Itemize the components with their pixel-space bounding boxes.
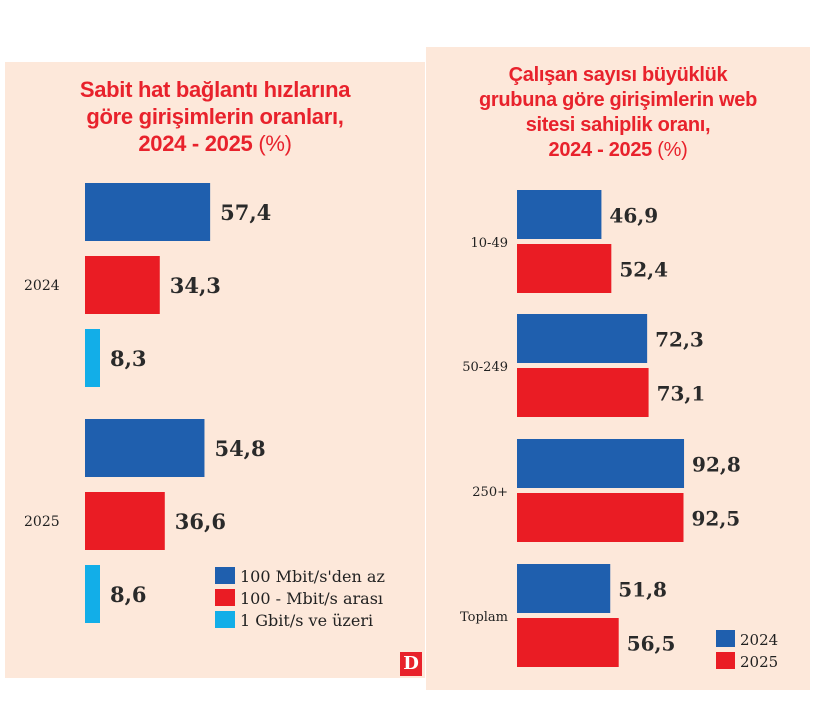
bar (85, 256, 160, 314)
legend-label: 2025 (740, 653, 778, 671)
bar (85, 492, 165, 550)
bar (85, 183, 211, 241)
data-label: 46,9 (609, 204, 658, 228)
data-label: 8,3 (110, 346, 147, 371)
legend-label: 2024 (740, 631, 778, 649)
data-label: 73,1 (657, 382, 706, 406)
bar (517, 618, 619, 667)
data-label: 34,3 (170, 273, 221, 298)
bar (85, 419, 205, 477)
bar (517, 190, 602, 239)
category-label: 10-49 (471, 236, 508, 251)
legend-swatch (215, 589, 235, 606)
category-label: 2024 (24, 278, 60, 294)
data-label: 72,3 (655, 328, 704, 352)
legend-label: 100 - Mbit/s arası (240, 589, 383, 608)
data-label: 92,8 (692, 453, 741, 477)
data-label: 8,6 (110, 582, 147, 607)
bar (517, 244, 612, 293)
category-label: 2025 (24, 514, 60, 530)
data-label: 56,5 (627, 632, 676, 656)
data-label: 52,4 (619, 258, 668, 282)
bar (85, 565, 100, 623)
legend-swatch (215, 567, 235, 584)
website-chart-title: Çalışan sayısı büyüklük grubuna göre giri… (478, 64, 757, 161)
bar (517, 439, 685, 488)
data-label: 92,5 (692, 507, 741, 531)
legend-label: 1 Gbit/s ve üzeri (240, 611, 373, 630)
legend-swatch (716, 652, 735, 669)
legend-swatch (215, 611, 235, 628)
data-label: 51,8 (618, 578, 667, 602)
legend-swatch (716, 630, 735, 647)
data-label: 57,4 (220, 200, 271, 225)
category-label: Toplam (460, 610, 508, 625)
category-label: 250+ (472, 485, 508, 500)
data-label: 36,6 (175, 509, 226, 534)
bar (517, 314, 648, 363)
bar (517, 564, 611, 613)
bar (85, 329, 100, 387)
data-label: 54,8 (214, 436, 265, 461)
bar (517, 493, 684, 542)
legend-label: 100 Mbit/s'den az (240, 567, 385, 586)
bar (517, 368, 649, 417)
newspaper-logo: D (400, 652, 422, 676)
speed-chart-title: Sabit hat bağlantı hızlarına göre girişim… (79, 77, 351, 156)
category-label: 50-249 (462, 360, 508, 375)
